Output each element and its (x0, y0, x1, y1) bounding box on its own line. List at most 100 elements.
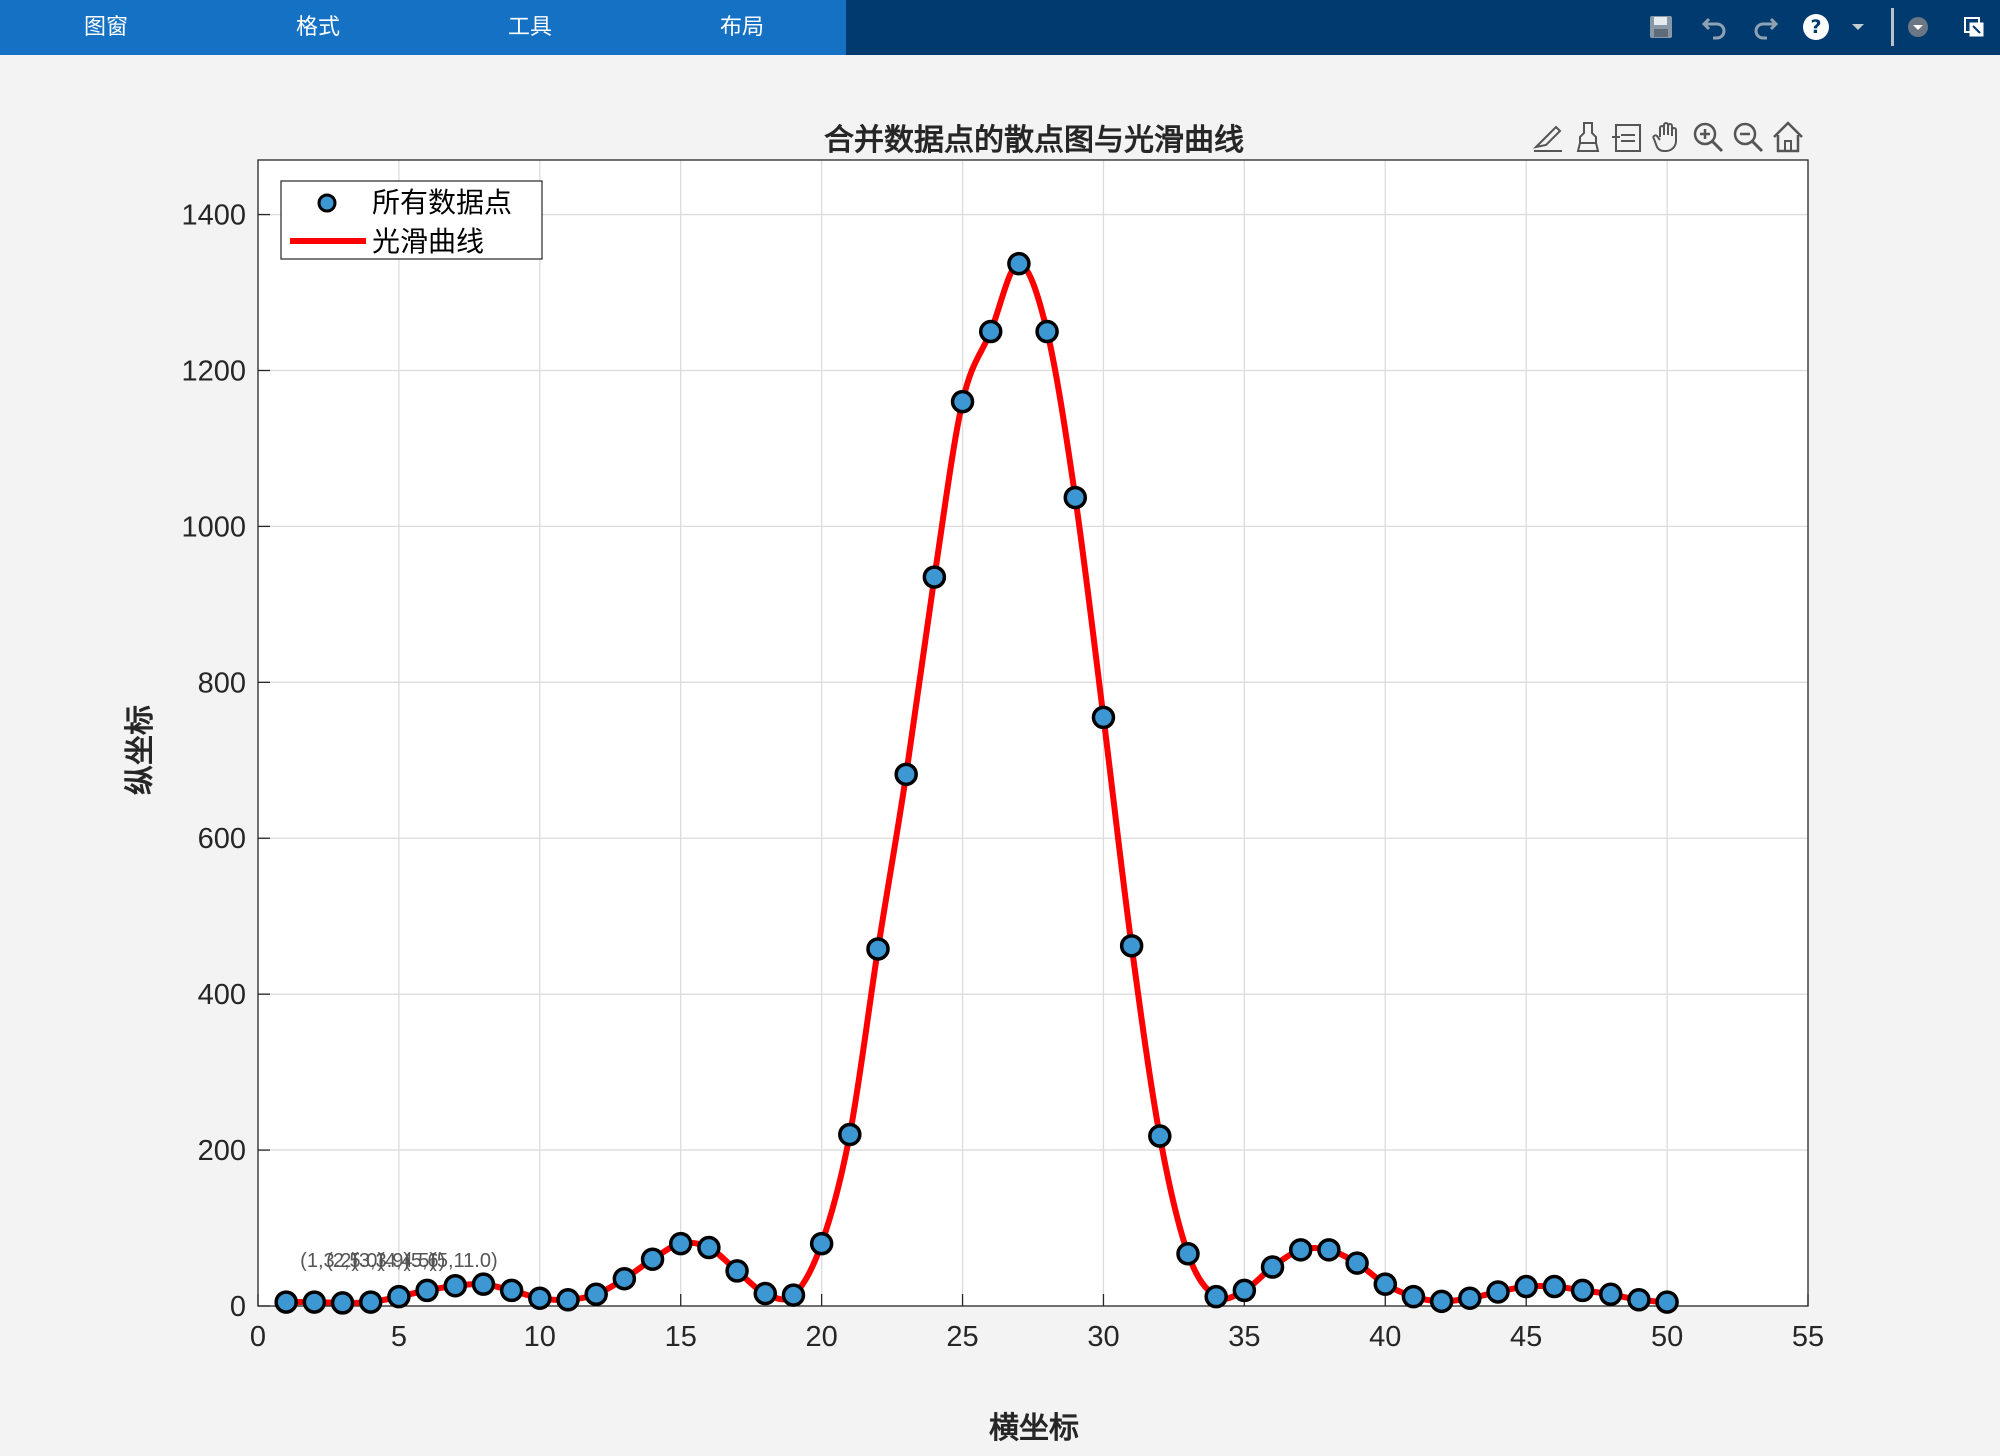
y-tick-label: 200 (198, 1135, 246, 1167)
data-tip-label: (2,5.0) (326, 1250, 384, 1272)
data-tip-label: (5,6) (404, 1250, 445, 1272)
y-tick-label: 1000 (181, 511, 246, 543)
data-point-marker[interactable] (443, 1273, 468, 1298)
data-point-marker[interactable] (1317, 1238, 1341, 1262)
edit-icon[interactable] (1532, 125, 1562, 152)
data-point-marker[interactable] (1486, 1280, 1510, 1304)
legend-marker-symbol (317, 193, 337, 213)
save-icon[interactable] (1643, 9, 1679, 45)
data-point-marker[interactable] (866, 937, 890, 961)
data-point-marker[interactable] (781, 1283, 806, 1307)
marker-layer (274, 251, 1679, 1315)
legend-label-curve: 光滑曲线 (372, 225, 484, 258)
data-point-marker[interactable] (499, 1278, 524, 1303)
data-point-marker[interactable] (387, 1284, 411, 1309)
x-tick-label: 50 (1651, 1321, 1683, 1353)
data-point-marker[interactable] (1288, 1238, 1313, 1262)
data-point-marker[interactable] (1401, 1284, 1426, 1309)
data-point-marker[interactable] (1570, 1278, 1595, 1303)
data-point-marker[interactable] (1627, 1288, 1651, 1312)
undock-icon[interactable] (1956, 9, 1992, 45)
svg-text:?: ? (1810, 16, 1821, 38)
data-point-marker[interactable] (838, 1122, 862, 1147)
data-point-marker[interactable] (274, 1290, 298, 1314)
dropdown-icon[interactable] (1840, 9, 1876, 45)
y-tick-label: 1200 (181, 355, 246, 387)
data-point-marker[interactable] (753, 1281, 778, 1306)
data-point-marker[interactable] (612, 1266, 637, 1291)
tab-layout[interactable]: 布局 (719, 15, 764, 40)
data-point-marker[interactable] (725, 1259, 749, 1283)
y-tick-label: 800 (198, 667, 246, 699)
data-point-marker[interactable] (1091, 705, 1116, 730)
tab-bar: 图窗 格式 工具 布局 (0, 0, 846, 55)
data-point-marker[interactable] (697, 1235, 721, 1260)
data-point-marker[interactable] (1373, 1272, 1398, 1296)
tab-tools[interactable]: 工具 (507, 15, 552, 40)
redo-icon[interactable] (1747, 9, 1783, 45)
data-point-marker[interactable] (668, 1231, 693, 1256)
x-tick-label: 35 (1228, 1321, 1260, 1353)
data-point-marker[interactable] (1176, 1242, 1200, 1266)
legend-label-points: 所有数据点 (372, 186, 512, 219)
x-tick-label: 55 (1792, 1321, 1824, 1353)
annotation-layer: (1,3.2)(2,5.0)(3,3.9)(4,4.5)(5,6)(5,11.0… (300, 1250, 497, 1272)
data-point-marker[interactable] (584, 1282, 608, 1307)
x-tick-label: 20 (806, 1321, 838, 1353)
data-point-marker[interactable] (1345, 1251, 1369, 1275)
plot-canvas[interactable]: 0 5 10 15 20 25 30 35 40 45 50 55 0 200 400 600 800 1000 1… (0, 55, 2000, 1456)
data-point-marker[interactable] (640, 1247, 665, 1271)
data-point-marker[interactable] (978, 319, 1003, 344)
data-point-marker[interactable] (528, 1286, 552, 1310)
options-icon[interactable] (1900, 9, 1936, 45)
y-axis-label: 纵坐标 (123, 705, 158, 795)
data-tips-icon[interactable] (1612, 124, 1641, 152)
data-point-marker[interactable] (1204, 1284, 1228, 1309)
data-point-marker[interactable] (302, 1290, 327, 1314)
grid (258, 160, 1808, 1306)
legend[interactable]: 所有数据点 光滑曲线 (280, 180, 543, 260)
brush-icon[interactable] (1576, 122, 1600, 152)
zoom-in-icon[interactable] (1693, 122, 1724, 153)
tab-format[interactable]: 格式 (295, 15, 340, 40)
pan-icon[interactable] (1652, 122, 1677, 153)
data-point-marker[interactable] (1232, 1278, 1257, 1303)
data-point-marker[interactable] (1035, 319, 1059, 344)
data-tip-label: (4,4.5) (378, 1250, 436, 1272)
tab-figure[interactable]: 图窗 (83, 15, 128, 40)
data-point-marker[interactable] (330, 1291, 355, 1315)
data-point-marker[interactable] (1655, 1290, 1679, 1314)
data-point-marker[interactable] (922, 565, 947, 589)
zoom-out-icon[interactable] (1733, 122, 1764, 153)
data-point-marker[interactable] (358, 1290, 383, 1314)
x-tick-label: 40 (1369, 1321, 1401, 1353)
data-point-marker[interactable] (1063, 485, 1088, 510)
data-point-marker[interactable] (950, 389, 975, 414)
home-icon[interactable] (1773, 121, 1803, 153)
data-point-marker[interactable] (809, 1231, 834, 1256)
data-point-marker[interactable] (1260, 1255, 1285, 1279)
data-point-marker[interactable] (556, 1288, 580, 1312)
y-tick-label: 400 (198, 979, 246, 1011)
data-point-marker[interactable] (894, 762, 918, 787)
data-point-marker[interactable] (415, 1278, 439, 1303)
data-point-marker[interactable] (1514, 1274, 1538, 1299)
axes-background (258, 160, 1808, 1306)
data-point-marker[interactable] (1542, 1274, 1567, 1299)
data-point-marker[interactable] (1148, 1124, 1172, 1148)
data-point-marker[interactable] (1429, 1289, 1454, 1314)
y-tick-label: 0 (230, 1291, 246, 1323)
data-point-marker[interactable] (1119, 934, 1144, 958)
y-tick-label: 600 (198, 823, 246, 855)
ticks: 0 5 10 15 20 25 30 35 40 45 50 55 0 200 400 600 800 1000 1… (181, 200, 1824, 1353)
data-point-marker[interactable] (1598, 1282, 1623, 1307)
x-tick-label: 10 (524, 1321, 556, 1353)
data-tip-label: (1,3.2) (300, 1250, 358, 1272)
data-point-marker[interactable] (471, 1272, 496, 1296)
undo-icon[interactable] (1697, 9, 1733, 45)
help-icon[interactable]: ? (1798, 9, 1834, 45)
x-tick-label: 0 (250, 1321, 266, 1353)
figure-window: 0 5 10 15 20 25 30 35 40 45 50 55 0 200 400 600 800 1000 1… (0, 55, 2000, 1456)
data-point-marker[interactable] (1458, 1286, 1482, 1310)
data-point-marker[interactable] (1007, 251, 1031, 276)
